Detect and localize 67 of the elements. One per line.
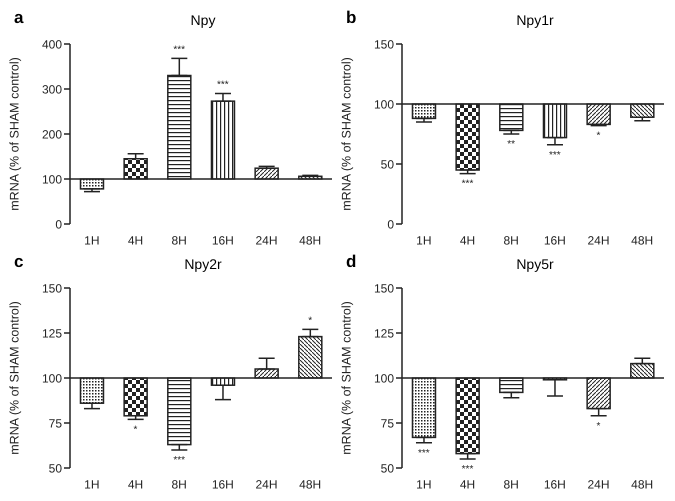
x-tick-label: 1H (416, 478, 432, 492)
y-tick-label: 300 (42, 82, 62, 96)
y-axis-title: mRNA (% of SHAM control) (7, 57, 22, 211)
data-label: *** (462, 464, 474, 476)
x-tick-label: 24H (255, 234, 278, 248)
data-label: * (134, 424, 138, 436)
x-tick-label: 16H (544, 234, 566, 248)
x-tick-label: 4H (460, 234, 476, 248)
chart-title: Npy2r (183, 256, 223, 272)
y-tick-label: 75 (48, 416, 62, 430)
x-tick-label: 8H (171, 478, 187, 492)
x-tick-label: 24H (587, 234, 610, 248)
data-label: *** (418, 448, 430, 459)
data-label: * (596, 130, 601, 142)
data-label: *** (548, 150, 561, 161)
y-tick-label: 100 (42, 371, 62, 386)
chart-title: Npy5r (515, 256, 555, 272)
x-tick-label: 48H (299, 478, 322, 492)
x-tick-label: 8H (503, 478, 519, 492)
x-tick-label: 48H (631, 234, 654, 248)
text: c (14, 252, 24, 272)
x-tick-label: 8H (171, 234, 187, 248)
data-label: *** (173, 44, 186, 56)
y-tick-label: 0 (387, 217, 394, 232)
data-label: ** (507, 139, 516, 150)
data-label: *** (216, 80, 229, 90)
text: b (346, 8, 356, 28)
x-tick-label: 4H (128, 234, 144, 248)
y-tick-label: 50 (48, 461, 62, 476)
x-tick-label: 16H (212, 478, 234, 492)
x-tick-label: 24H (255, 478, 278, 492)
y-tick-label: 0 (55, 217, 62, 232)
x-tick-label: 1H (416, 234, 432, 248)
data-label: *** (462, 178, 474, 190)
y-axis-title: mRNA (% of SHAM control) (339, 301, 354, 455)
y-tick-label: 150 (374, 37, 394, 52)
y-axis-title: mRNA (% of SHAM control) (7, 301, 22, 455)
y-tick-label: 100 (374, 371, 394, 386)
data-label: * (308, 315, 312, 326)
x-tick-label: 16H (212, 234, 234, 248)
x-tick-label: 1H (84, 478, 100, 492)
y-tick-label: 150 (374, 281, 394, 296)
x-tick-label: 48H (299, 234, 322, 248)
x-tick-label: 1H (84, 234, 100, 248)
y-axis-title: mRNA (% of SHAM control) (339, 57, 354, 211)
text: d (346, 252, 356, 272)
data-label: * (596, 420, 601, 432)
y-tick-label: 50 (380, 157, 394, 172)
data-label: *** (173, 455, 186, 466)
x-tick-label: 4H (128, 478, 144, 492)
x-tick-label: 16H (544, 478, 566, 492)
y-tick-label: 100 (374, 97, 394, 112)
y-tick-label: 125 (374, 326, 394, 340)
x-tick-label: 48H (631, 478, 654, 492)
chart-title: Npy (190, 12, 216, 28)
text: a (14, 8, 24, 28)
y-tick-label: 200 (42, 127, 62, 142)
y-tick-label: 400 (42, 37, 62, 52)
y-tick-label: 75 (380, 416, 394, 430)
x-tick-label: 4H (460, 478, 476, 492)
y-tick-label: 50 (380, 461, 394, 476)
x-tick-label: 8H (503, 234, 519, 248)
y-tick-label: 150 (42, 281, 62, 296)
y-tick-label: 125 (42, 326, 62, 340)
chart-title: Npy1r (515, 12, 555, 28)
y-tick-label: 100 (42, 172, 62, 186)
x-tick-label: 24H (587, 478, 610, 492)
